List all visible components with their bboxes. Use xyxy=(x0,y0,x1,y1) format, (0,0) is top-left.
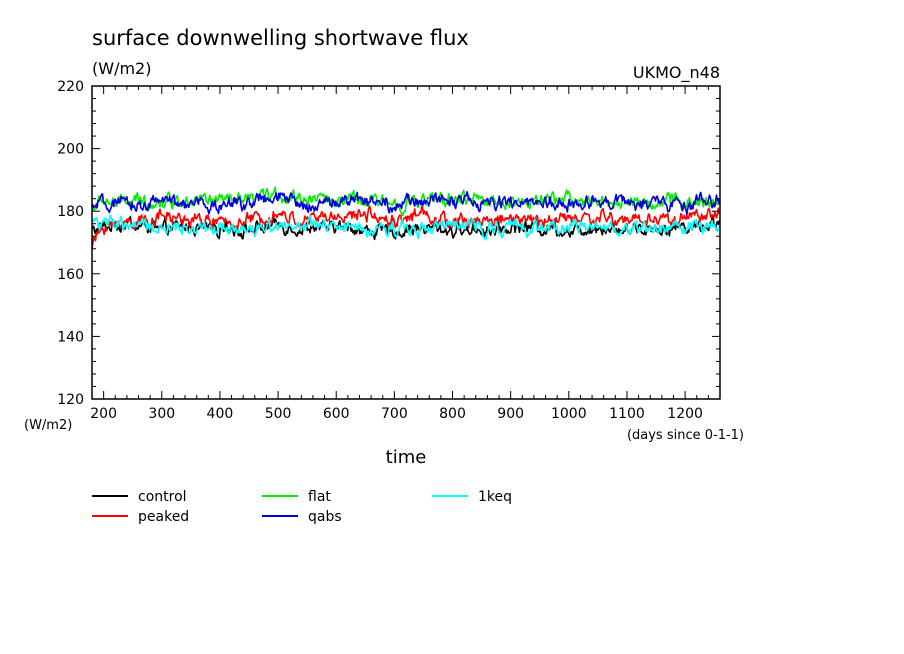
legend-label-1keq: 1keq xyxy=(478,489,512,505)
series-line-peaked xyxy=(91,204,721,249)
legend: control peaked flat qabs 1keq xyxy=(92,489,512,525)
x-tick-label: 900 xyxy=(497,406,524,422)
legend-label-flat: flat xyxy=(308,489,331,505)
model-label: UKMO_n48 xyxy=(633,63,720,83)
x-tick-label: 700 xyxy=(381,406,408,422)
y-tick-label: 200 xyxy=(57,142,84,158)
x-tick-label: 400 xyxy=(207,406,234,422)
x-tick-label: 300 xyxy=(148,406,175,422)
series-layer xyxy=(91,186,721,249)
x-tick-label: 800 xyxy=(439,406,466,422)
plot-frame xyxy=(91,85,721,400)
x-tick-label: 1100 xyxy=(609,406,645,422)
y-tick-label: 140 xyxy=(57,329,84,345)
y-tick-label: 180 xyxy=(57,204,84,220)
chart-title: surface downwelling shortwave flux xyxy=(92,26,469,50)
x-axis-units: (days since 0-1-1) xyxy=(627,428,744,443)
y-tick-label: 120 xyxy=(57,392,84,408)
legend-label-peaked: peaked xyxy=(138,509,189,525)
y-tick-label: 160 xyxy=(57,267,84,283)
legend-label-control: control xyxy=(138,489,187,505)
ticks-layer xyxy=(91,85,721,400)
series-line-1keq xyxy=(91,214,721,241)
x-tick-label: 1000 xyxy=(551,406,587,422)
x-tick-label: 200 xyxy=(90,406,117,422)
y-axis-units: (W/m2) xyxy=(24,418,72,433)
series-line-qabs xyxy=(91,191,721,216)
x-tick-label: 500 xyxy=(265,406,292,422)
y-tick-label: 220 xyxy=(57,79,84,95)
x-axis-title: time xyxy=(386,447,427,468)
ticklabels-layer: 200 300 400 500 600 700 800 900 1000 1100 1200 120 1… xyxy=(57,79,703,422)
x-tick-label: 600 xyxy=(323,406,350,422)
chart-subtitle: (W/m2) xyxy=(92,59,151,78)
legend-label-qabs: qabs xyxy=(308,509,342,525)
x-tick-label: 1200 xyxy=(667,406,703,422)
